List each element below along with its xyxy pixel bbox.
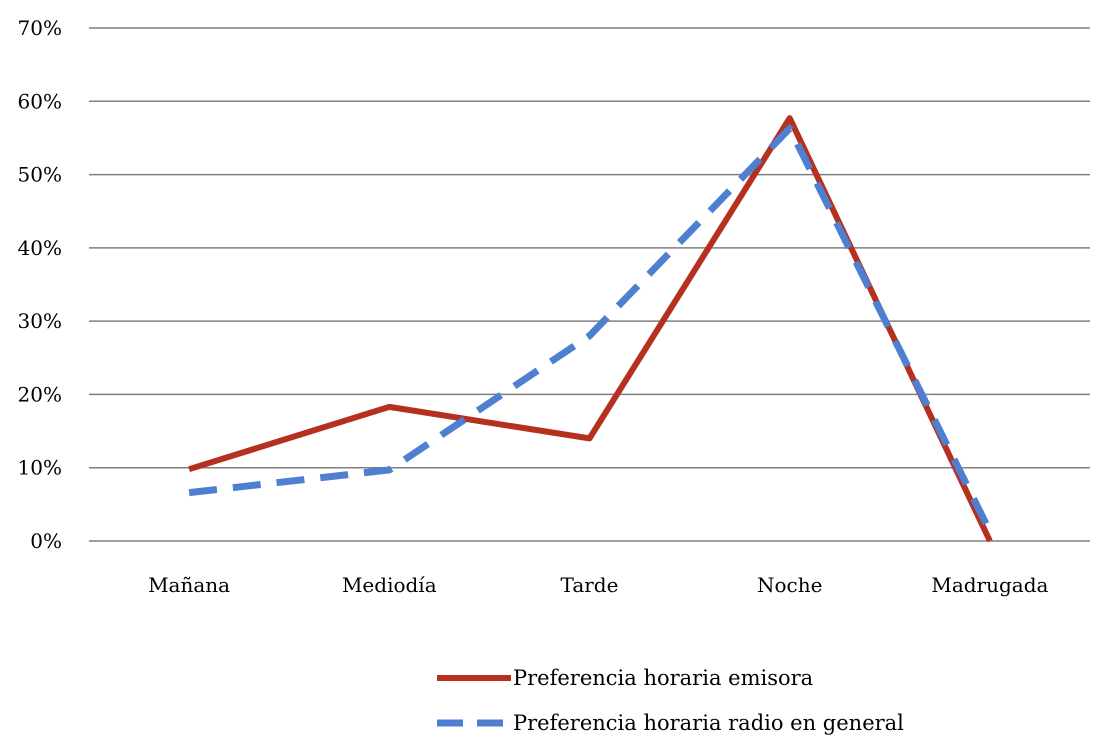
x-tick-label: Mañana xyxy=(148,573,230,597)
y-tick-label: 50% xyxy=(18,163,62,187)
y-tick-label: 10% xyxy=(18,456,62,480)
x-tick-label: Tarde xyxy=(561,573,619,597)
series-line-0 xyxy=(188,115,993,543)
gridlines xyxy=(89,27,1090,542)
y-tick-label: 40% xyxy=(18,236,62,260)
legend-label-0: Preferencia horaria emisora xyxy=(513,666,813,690)
y-tick-label: 70% xyxy=(18,16,62,40)
series-line-1 xyxy=(188,124,994,534)
series-1-point-1 xyxy=(386,467,392,473)
series-0-point-0 xyxy=(186,466,192,472)
y-tick-label: 20% xyxy=(18,382,62,406)
series-1-point-4 xyxy=(987,528,993,534)
series-0-point-4 xyxy=(987,538,993,544)
series-0-point-3 xyxy=(787,115,793,121)
series-layer xyxy=(186,115,994,544)
legend-label-1: Preferencia horaria radio en general xyxy=(513,711,904,735)
series-0-point-2 xyxy=(587,435,593,441)
x-axis-labels: Mañana Mediodía Tarde Noche Madrugada xyxy=(148,573,1048,597)
series-0-point-1 xyxy=(386,404,392,410)
series-1-point-0 xyxy=(186,490,192,496)
x-tick-label: Mediodía xyxy=(342,573,437,597)
series-1-point-3 xyxy=(787,125,793,131)
x-tick-label: Madrugada xyxy=(931,573,1048,597)
series-1-point-2 xyxy=(587,333,593,339)
y-tick-label: 60% xyxy=(18,89,62,113)
x-tick-label: Noche xyxy=(757,573,822,597)
y-tick-label: 30% xyxy=(18,309,62,333)
y-axis-labels: 0% 10% 20% 30% 40% 50% 60% 70% xyxy=(18,16,62,553)
legend: Preferencia horaria emisora Preferencia h… xyxy=(437,666,904,735)
y-tick-label: 0% xyxy=(30,529,62,553)
